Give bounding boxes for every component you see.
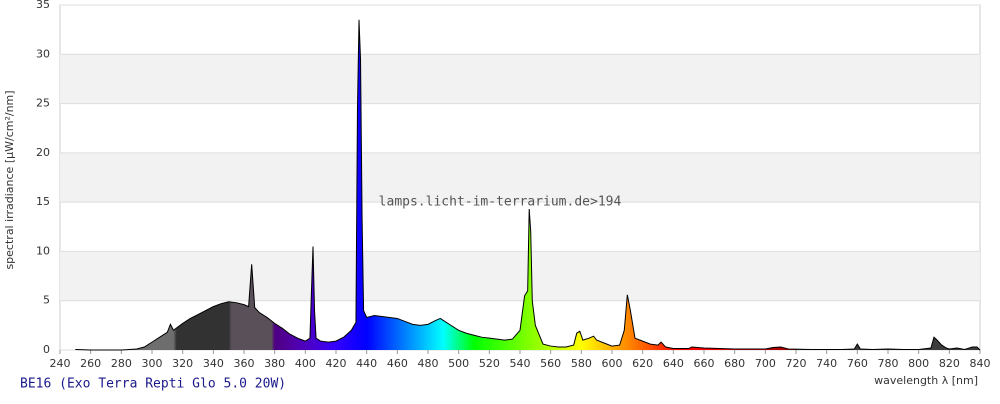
x-tick-label: 380: [264, 357, 285, 370]
caption: BE16 (Exo Terra Repti Glo 5.0 20W): [20, 377, 286, 392]
x-tick-label: 820: [939, 357, 960, 370]
x-tick-label: 760: [847, 357, 868, 370]
y-tick-label: 10: [36, 244, 50, 257]
x-tick-label: 600: [602, 357, 623, 370]
x-tick-label: 500: [448, 357, 469, 370]
y-tick-label: 15: [36, 195, 50, 208]
spectrum-line: [75, 19, 981, 351]
grid-band: [60, 54, 980, 104]
x-tick-label: 340: [203, 357, 224, 370]
x-tick-label: 440: [356, 357, 377, 370]
x-tick-label: 720: [786, 357, 807, 370]
x-tick-label: 800: [908, 357, 929, 370]
x-axis-label: wavelength λ [nm]: [874, 374, 978, 387]
grid-band: [60, 152, 980, 203]
x-tick-label: 360: [234, 357, 255, 370]
x-tick-label: 840: [970, 357, 991, 370]
x-tick-label: 420: [326, 357, 347, 370]
x-tick-label: 780: [878, 357, 899, 370]
x-tick-label: 300: [142, 357, 163, 370]
y-tick-label: 30: [36, 47, 50, 60]
x-tick-label: 620: [632, 357, 653, 370]
x-tick-label: 520: [479, 357, 500, 370]
y-tick-label: 25: [36, 97, 50, 110]
x-tick-label: 460: [387, 357, 408, 370]
y-tick-label: 0: [43, 343, 50, 356]
x-tick-label: 280: [111, 357, 132, 370]
x-tick-label: 700: [755, 357, 776, 370]
x-tick-label: 320: [172, 357, 193, 370]
x-tick-label: 260: [80, 357, 101, 370]
x-tick-label: 560: [540, 357, 561, 370]
x-tick-label: 540: [510, 357, 531, 370]
watermark: lamps.licht-im-terrarium.de>194: [379, 195, 622, 210]
y-tick-label: 20: [36, 146, 50, 159]
x-tick-label: 660: [694, 357, 715, 370]
y-tick-label: 5: [43, 294, 50, 307]
x-tick-label: 480: [418, 357, 439, 370]
grid-band: [60, 251, 980, 301]
x-tick-label: 680: [724, 357, 745, 370]
x-tick-label: 240: [50, 357, 71, 370]
y-tick-label: 35: [36, 0, 50, 11]
x-tick-label: 400: [295, 357, 316, 370]
x-tick-label: 580: [571, 357, 592, 370]
x-tick-label: 640: [663, 357, 684, 370]
y-axis-label: spectral irradiance [µW/cm²/nm]: [3, 90, 16, 269]
x-tick-label: 740: [816, 357, 837, 370]
